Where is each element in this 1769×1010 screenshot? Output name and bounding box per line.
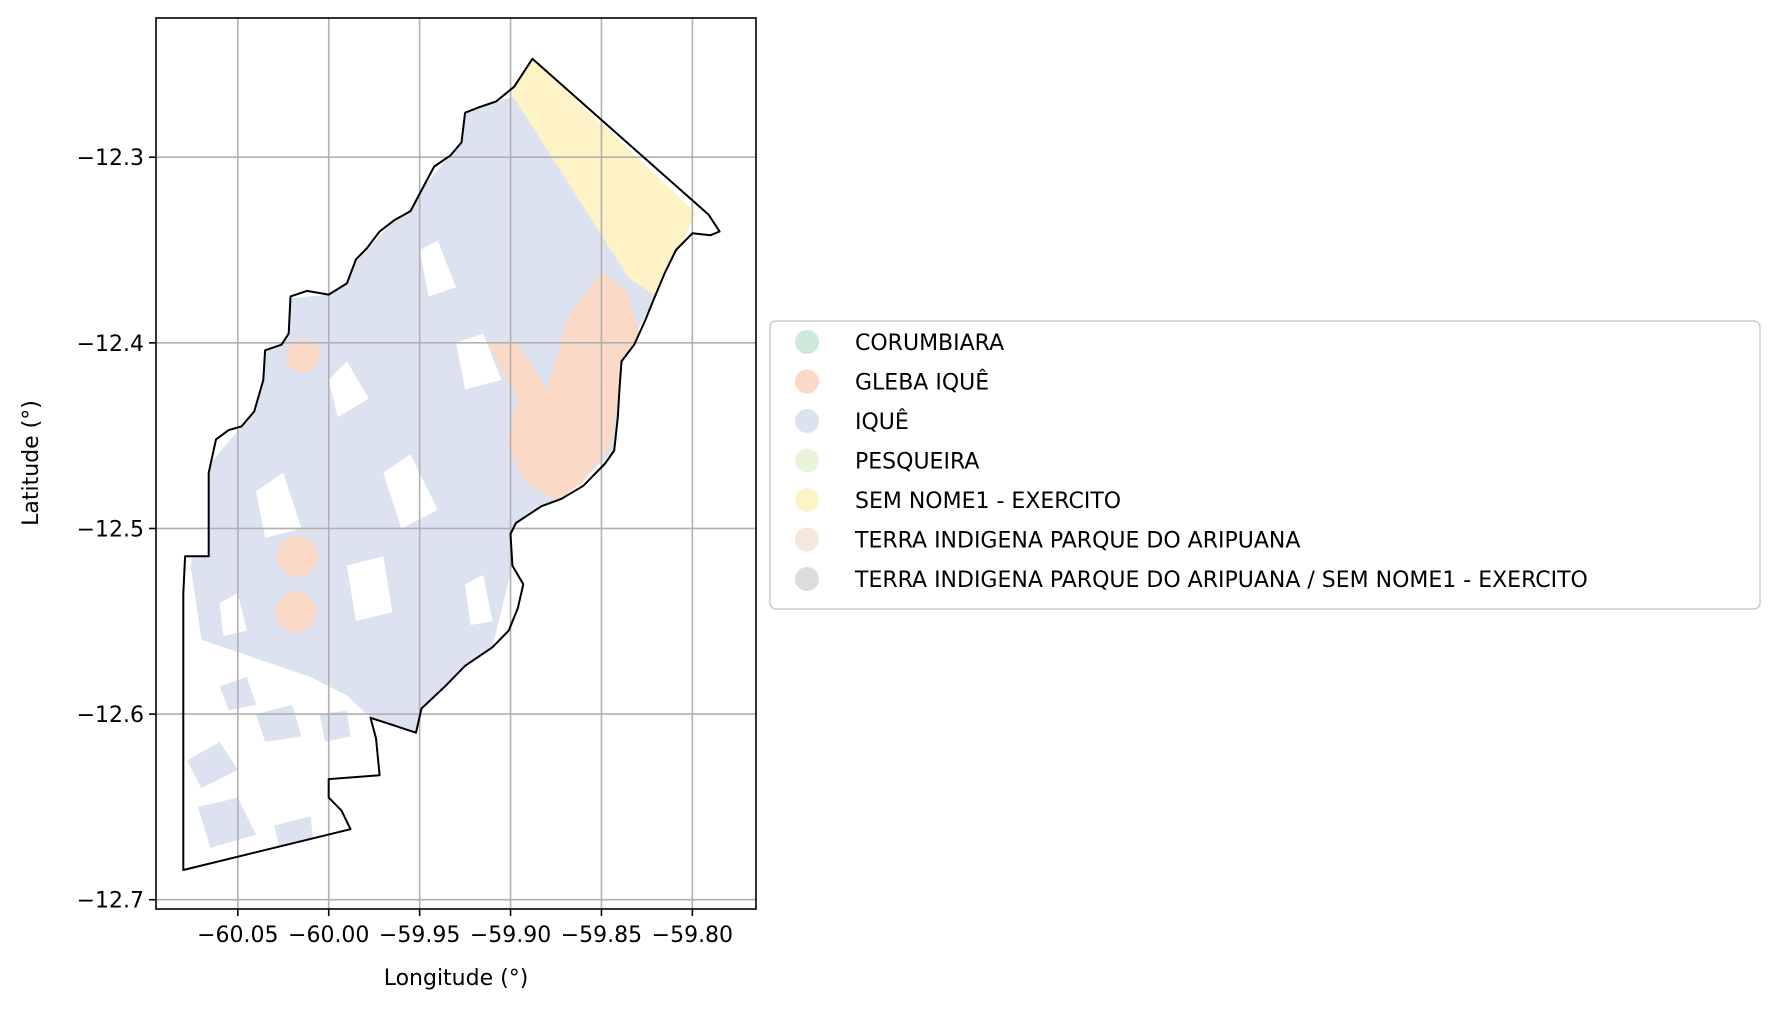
legend-marker-4 bbox=[795, 488, 819, 512]
grid-layer bbox=[156, 18, 756, 909]
region-gap-0-4 bbox=[456, 333, 502, 390]
legend-items: CORUMBIARA GLEBA IQUÊ IQUÊ PESQUEIRA SEM NOM… bbox=[795, 330, 1588, 593]
region-iqu--1-0 bbox=[186, 741, 238, 789]
x-axis-label: Longitude (°) bbox=[384, 966, 529, 991]
legend-marker-0 bbox=[795, 330, 819, 354]
gleba-ique-circle-2 bbox=[275, 591, 317, 633]
legend-marker-5 bbox=[795, 527, 819, 552]
x-tick-label-4: −59.85 bbox=[561, 923, 642, 948]
region-gap-0-0 bbox=[328, 361, 369, 418]
legend-label-1: GLEBA IQUÊ bbox=[855, 370, 989, 396]
x-tick-label-5: −59.80 bbox=[652, 923, 733, 948]
legend-label-2: IQUÊ bbox=[855, 409, 909, 435]
legend-marker-2 bbox=[795, 409, 819, 433]
legend-label-0: CORUMBIARA bbox=[855, 331, 1004, 356]
region-gap-0-3 bbox=[346, 556, 393, 622]
y-tick-label-1: −12.4 bbox=[77, 332, 144, 357]
municipality-boundary bbox=[182, 57, 721, 871]
y-tick-label-0: −12.3 bbox=[77, 146, 144, 171]
x-tick-label-2: −59.95 bbox=[379, 923, 460, 948]
x-axis-ticks: −60.05 −60.00 −59.95 −59.90 −59.85 −59.80 bbox=[197, 909, 733, 948]
y-axis-label: Latitude (°) bbox=[19, 400, 44, 526]
x-tick-label-1: −60.00 bbox=[288, 923, 369, 948]
gleba-ique-circle-0 bbox=[286, 339, 320, 373]
region-gap-0-6 bbox=[219, 593, 247, 637]
y-axis-ticks: −12.3 −12.4 −12.5 −12.6 −12.7 bbox=[77, 146, 156, 914]
region-iqu--0-0 bbox=[190, 88, 675, 733]
region-gap-0-7 bbox=[465, 574, 493, 625]
legend-label-5: TERRA INDIGENA PARQUE DO ARIPUANA bbox=[854, 529, 1300, 554]
legend-marker-3 bbox=[795, 448, 819, 473]
region-gap-0-2 bbox=[256, 472, 302, 538]
region-iqu--1-3 bbox=[319, 710, 351, 742]
region-gap-0-1 bbox=[383, 454, 438, 529]
boundary-layer bbox=[182, 57, 721, 871]
gleba-ique-circle-1 bbox=[277, 535, 319, 577]
legend: CORUMBIARA GLEBA IQUÊ IQUÊ PESQUEIRA SEM NOM… bbox=[769, 320, 1761, 610]
legend-label-3: PESQUEIRA bbox=[855, 450, 979, 475]
legend-label-6: TERRA INDIGENA PARQUE DO ARIPUANA / SEM … bbox=[854, 568, 1588, 593]
legend-marker-1 bbox=[795, 369, 819, 394]
regions-layer bbox=[186, 58, 696, 856]
region-sem-nome1-exercito-2-0 bbox=[510, 58, 696, 297]
y-tick-label-4: −12.7 bbox=[77, 889, 144, 914]
y-tick-label-3: −12.6 bbox=[77, 703, 144, 728]
region-iqu--1-1 bbox=[197, 797, 256, 848]
legend-label-4: SEM NOME1 - EXERCITO bbox=[855, 489, 1121, 514]
region-gap-0-5 bbox=[419, 240, 456, 297]
y-tick-label-2: −12.5 bbox=[77, 517, 144, 542]
x-tick-label-0: −60.05 bbox=[197, 923, 278, 948]
legend-box bbox=[769, 320, 1761, 610]
plot-frame bbox=[155, 17, 757, 910]
legend-marker-6 bbox=[795, 567, 819, 591]
x-tick-label-3: −59.90 bbox=[470, 923, 551, 948]
